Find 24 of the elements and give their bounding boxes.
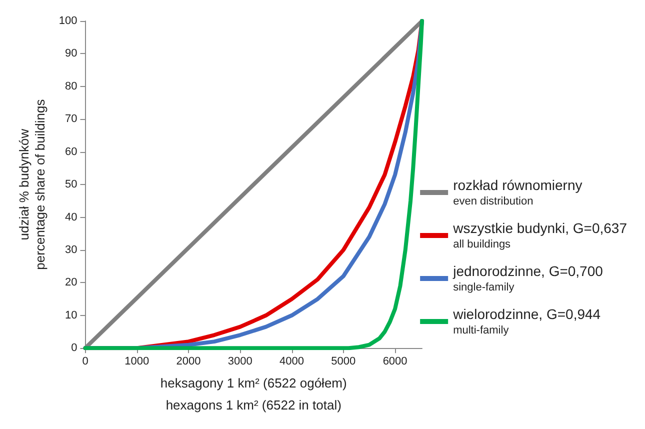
y-tick-label: 90 [65,48,78,60]
legend-label: rozkład równomierny even distribution [453,177,582,208]
x-tick-label: 5000 [331,356,356,368]
y-tick-label: 80 [65,80,78,92]
y-tick-label: 10 [65,309,78,322]
x-axis-title: heksagony 1 km² (6522 ogółem) hexagons 1 km² (6522 in total) [160,376,347,412]
legend-label: wszystkie budynki, G=0,637 all buildings [452,220,628,250]
x-tick-label: 0 [82,356,88,368]
y-tick-label: 60 [65,146,78,158]
x-tick-label: 2000 [176,356,201,368]
y-tick-label: 40 [65,211,78,224]
legend-label: wielorodzinne, G=0,944 multi-family [452,306,601,336]
y-tick-label: 0 [71,342,78,354]
y-axis-title: udział % budynków percentage share of buildings [16,98,48,270]
y-tick-label: 100 [58,15,78,27]
x-tick-label: 1000 [124,356,150,368]
legend-label: jednorodzinne, G=0,700 single-family [452,263,604,294]
x-tick-label: 6000 [382,356,408,368]
y-tick-label: 70 [65,113,78,126]
y-tick-label: 20 [65,276,78,289]
x-tick-label: 3000 [228,356,252,368]
x-tick-label: 4000 [280,356,304,368]
y-tick-label: 50 [65,178,78,191]
y-tick-label: 30 [65,244,78,256]
